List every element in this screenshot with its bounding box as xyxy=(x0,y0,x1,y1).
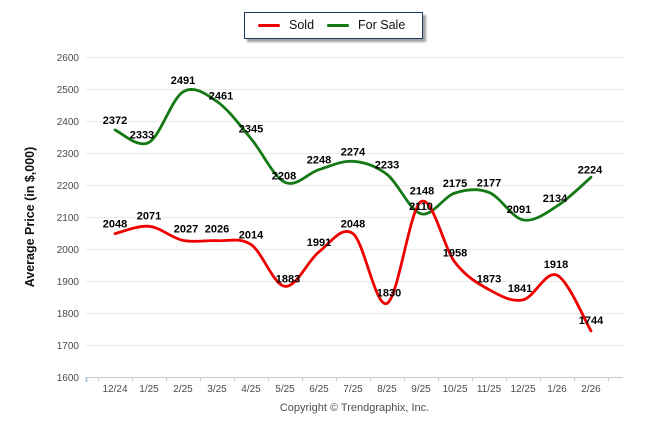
y-tick-label: 2400 xyxy=(57,117,80,128)
point-label: 2224 xyxy=(578,164,603,176)
point-label: 2248 xyxy=(307,155,331,167)
point-label: 2274 xyxy=(341,146,366,158)
y-tick-label: 2000 xyxy=(57,245,80,256)
legend: Sold For Sale xyxy=(244,12,424,39)
legend-label-sold: Sold xyxy=(289,18,315,33)
point-label: 2333 xyxy=(130,129,154,141)
x-tick-label: 4/25 xyxy=(241,384,261,395)
x-tick-label: 12/24 xyxy=(102,384,127,395)
y-tick-label: 2600 xyxy=(57,53,80,64)
point-label: 1958 xyxy=(443,247,467,259)
y-tick-label: 2100 xyxy=(57,213,80,224)
x-tick-label: 6/25 xyxy=(309,384,329,395)
x-tick-label: 9/25 xyxy=(411,384,431,395)
x-tick-label: 1/26 xyxy=(547,384,567,395)
point-label: 1918 xyxy=(544,259,568,271)
point-label: 2177 xyxy=(477,177,501,189)
x-tick-label: 10/25 xyxy=(442,384,467,395)
point-label: 2148 xyxy=(410,186,434,198)
x-tick-label: 11/25 xyxy=(477,384,502,395)
point-label: 2026 xyxy=(205,224,229,236)
x-tick-label: 12/25 xyxy=(510,384,535,395)
series-line-for-sale xyxy=(113,88,593,222)
x-tick-label: 2/26 xyxy=(581,384,601,395)
point-label: 2048 xyxy=(341,219,365,231)
copyright-text: Copyright © Trendgraphix, Inc. xyxy=(279,402,430,414)
point-label: 2491 xyxy=(171,75,195,87)
point-label: 2091 xyxy=(507,204,531,216)
point-label: 2048 xyxy=(103,219,127,231)
x-tick-label: 8/25 xyxy=(377,384,397,395)
y-tick-label: 2500 xyxy=(57,85,80,96)
point-label: 2014 xyxy=(239,230,264,242)
point-label: 1873 xyxy=(477,274,501,286)
point-label: 2233 xyxy=(375,159,399,171)
point-label: 2027 xyxy=(174,223,198,235)
legend-sold-line-icon xyxy=(258,24,280,27)
x-tick-label: 5/25 xyxy=(275,384,295,395)
point-label: 1883 xyxy=(276,273,300,285)
legend-forsale-line-icon xyxy=(327,24,350,27)
legend-label-forsale: For Sale xyxy=(358,18,406,33)
point-label: 1744 xyxy=(579,315,604,327)
point-label: 2345 xyxy=(239,124,263,136)
point-label: 2372 xyxy=(103,115,127,127)
point-label: 2134 xyxy=(543,193,568,205)
y-tick-label: 2200 xyxy=(57,181,80,192)
x-tick-label: 1/25 xyxy=(139,384,159,395)
point-label: 1841 xyxy=(508,283,532,295)
y-tick-label: 1600 xyxy=(57,373,80,384)
point-label: 1830 xyxy=(377,287,401,299)
y-tick-label: 1900 xyxy=(57,277,80,288)
point-label: 2175 xyxy=(443,178,467,190)
y-tick-label: 1700 xyxy=(57,341,80,352)
x-tick-label: 2/25 xyxy=(173,384,193,395)
point-label: 2071 xyxy=(137,210,161,222)
y-tick-label: 1800 xyxy=(57,309,80,320)
y-axis-title: Average Price (in $,000) xyxy=(23,146,37,288)
point-label: 1991 xyxy=(307,237,331,249)
y-tick-label: 2300 xyxy=(57,149,80,160)
point-label: 2461 xyxy=(209,90,233,102)
x-tick-label: 3/25 xyxy=(207,384,227,395)
x-tick-label: 7/25 xyxy=(343,384,363,395)
series-line-sold xyxy=(113,199,593,333)
point-label: 2110 xyxy=(409,201,433,213)
point-label: 2208 xyxy=(272,170,296,182)
